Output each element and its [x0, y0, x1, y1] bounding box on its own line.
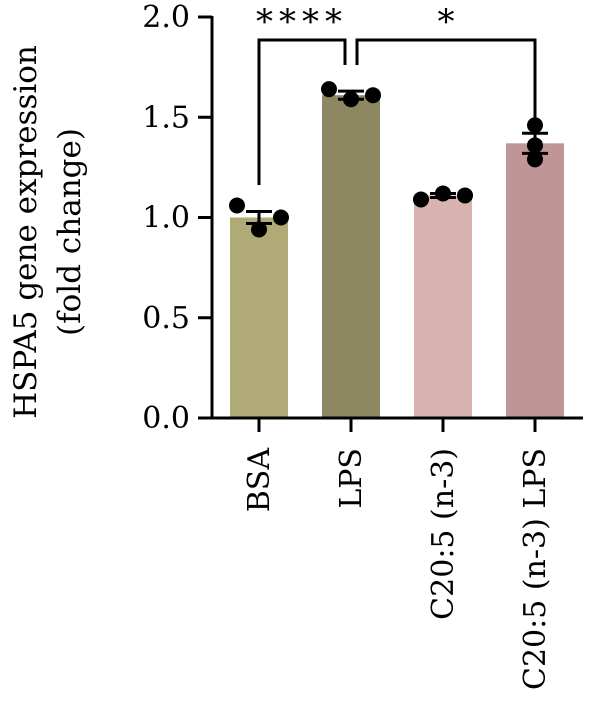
y-tick-label-2: 1.0 [142, 201, 190, 236]
data-point-3-1 [527, 151, 543, 168]
data-points-layer [229, 81, 543, 238]
significance-layer: **** * [256, 2, 537, 185]
bar-3 [506, 143, 564, 418]
significance-label-1: * [438, 2, 455, 42]
significance-bracket-0 [257, 38, 347, 185]
data-point-3-2 [527, 137, 543, 154]
bar-2 [414, 195, 472, 418]
error-bars-layer [246, 89, 548, 226]
bar-1 [322, 95, 380, 418]
x-tick-label-3: C20:5 (n-3) LPS [518, 448, 553, 690]
x-tick-label-2: C20:5 (n-3) [426, 448, 461, 620]
bar-0 [230, 217, 288, 418]
x-tick-labels: BSA LPS C20:5 (n-3) C20:5 (n-3) LPS [242, 448, 553, 690]
data-point-0-1 [251, 221, 267, 238]
data-point-0-2 [273, 209, 289, 226]
data-point-3-0 [527, 117, 543, 134]
data-point-0-0 [229, 197, 245, 214]
y-tick-label-3: 1.5 [142, 100, 190, 135]
axes-layer: 0.0 0.5 1.0 1.5 2.0 [142, 0, 583, 436]
data-point-1-0 [321, 81, 337, 98]
y-axis-title: HSPA5 gene expression (fold change) [8, 45, 88, 419]
bars-layer [230, 95, 564, 418]
y-axis-title-line-1: HSPA5 gene expression [8, 45, 44, 419]
data-point-2-1 [435, 185, 451, 202]
data-point-1-1 [343, 91, 359, 108]
y-tick-label-1: 0.5 [142, 301, 190, 336]
data-point-1-2 [365, 87, 381, 104]
significance-label-0: **** [256, 2, 348, 42]
y-tick-label-4: 2.0 [142, 0, 190, 35]
significance-bracket-1 [355, 38, 537, 122]
y-tick-label-0: 0.0 [142, 401, 190, 436]
y-axis-title-line-2: (fold change) [52, 128, 88, 336]
data-point-2-2 [457, 187, 473, 204]
x-tick-label-1: LPS [334, 448, 369, 509]
x-tick-label-0: BSA [242, 448, 277, 513]
data-point-2-0 [413, 191, 429, 208]
